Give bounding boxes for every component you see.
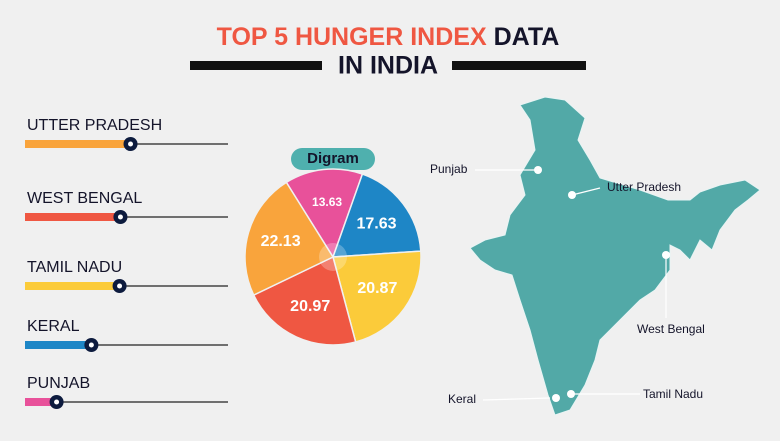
pie-value-label: 20.97 [290, 298, 330, 315]
slider-fill [25, 398, 57, 406]
slider-knob-center [128, 141, 134, 147]
pie-slice [331, 173, 422, 258]
pie-center [319, 243, 347, 271]
slider-fill [25, 341, 92, 349]
title-line-1: TOP 5 HUNGER INDEX DATA [217, 23, 560, 51]
legend-label: UTTER PRADESH [27, 117, 162, 134]
pie-value-label: 20.87 [357, 280, 397, 297]
title-bar [452, 61, 586, 70]
slider-knob-center [117, 214, 123, 220]
pie-value-label: 22.13 [261, 233, 301, 250]
legend-label: PUNJAB [27, 375, 90, 392]
title-dark: DATA [494, 23, 560, 51]
map-label: Utter Pradesh [607, 180, 681, 194]
slider-knob-center [54, 399, 60, 405]
subtitle-pill [291, 148, 375, 170]
pie-slice [252, 255, 357, 346]
slider-fill [25, 140, 131, 148]
map-dot [552, 394, 560, 402]
pie-slice [285, 168, 364, 259]
title-bar [190, 61, 322, 70]
legend-label: WEST BENGAL [27, 190, 142, 207]
map-label: Keral [448, 392, 476, 406]
map-dot [568, 191, 576, 199]
map-dot [534, 166, 542, 174]
map-dot [567, 390, 575, 398]
map-dot [662, 251, 670, 259]
leader-line [482, 397, 551, 401]
map-label: Tamil Nadu [643, 387, 703, 401]
slider-fill [25, 213, 121, 221]
legend-label: TAMIL NADU [27, 259, 122, 276]
title-line-2: IN INDIA [338, 52, 438, 80]
pie-slice [332, 250, 422, 343]
pie-value-label: 17.63 [356, 215, 396, 232]
map-label: West Bengal [637, 322, 705, 336]
title-highlight: TOP 5 HUNGER INDEX [217, 23, 487, 51]
pie-slice [244, 181, 335, 297]
legend-label: KERAL [27, 318, 80, 335]
slider-knob-center [117, 283, 123, 289]
pie-value-label: 13.63 [312, 195, 342, 209]
slider-knob-center [88, 342, 94, 348]
subtitle: Digram [307, 150, 359, 167]
map-label: Punjab [430, 162, 468, 176]
leader-line [571, 187, 601, 196]
india-map [469, 96, 761, 416]
slider-fill [25, 282, 120, 290]
